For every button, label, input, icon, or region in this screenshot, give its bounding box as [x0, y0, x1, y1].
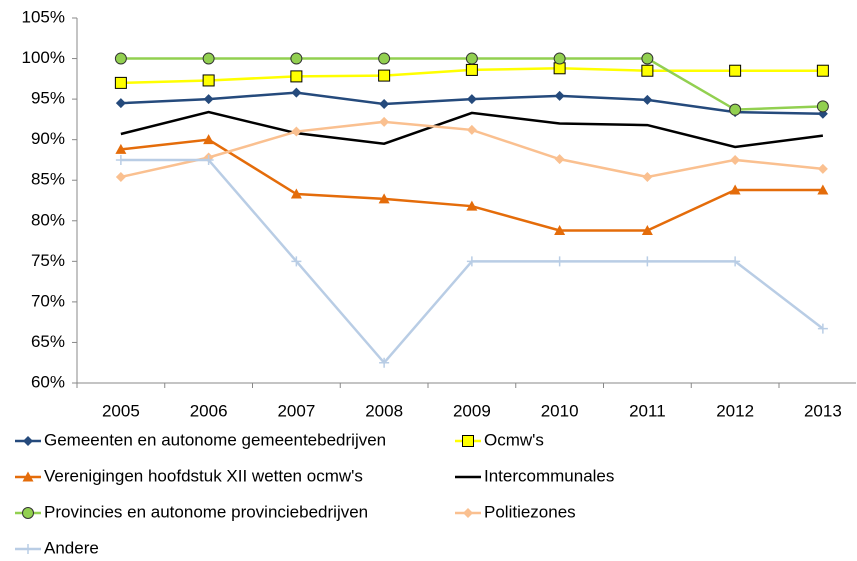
x-tick-label: 2009 [453, 401, 491, 420]
y-tick-label: 100% [22, 48, 65, 67]
marker [730, 154, 741, 165]
marker [466, 200, 478, 211]
marker [642, 171, 653, 182]
marker [816, 100, 829, 113]
marker [115, 98, 126, 109]
legend-label: Politiezones [484, 502, 576, 521]
marker [462, 435, 474, 447]
legend-label: Gemeenten en autonome gemeentebedrijven [44, 430, 386, 449]
marker [115, 171, 126, 182]
marker [641, 52, 654, 65]
marker [114, 52, 127, 65]
marker [379, 116, 390, 127]
x-tick-label: 2005 [102, 401, 140, 420]
marker [730, 256, 741, 267]
legend-label: Provincies en autonome provinciebedrijve… [44, 502, 368, 521]
marker [378, 69, 391, 82]
marker [202, 52, 215, 65]
marker [729, 64, 742, 77]
x-tick-label: 2007 [277, 401, 315, 420]
legend-label: Andere [44, 538, 99, 557]
marker [729, 103, 742, 116]
marker [23, 436, 33, 446]
legend-label: Ocmw's [484, 430, 544, 449]
marker [465, 52, 478, 65]
marker [554, 256, 565, 267]
marker [817, 163, 828, 174]
y-tick-label: 60% [31, 372, 65, 391]
y-tick-label: 70% [31, 291, 65, 310]
marker [290, 52, 303, 65]
marker [554, 225, 566, 236]
marker [466, 124, 477, 135]
y-tick-label: 85% [31, 170, 65, 189]
marker [115, 143, 127, 154]
marker [554, 154, 565, 165]
series-line [120, 110, 824, 149]
marker [817, 323, 828, 334]
legend-label: Intercommunales [484, 466, 614, 485]
marker [290, 188, 302, 199]
marker [203, 94, 214, 105]
marker [465, 63, 478, 76]
x-tick-label: 2013 [804, 401, 842, 420]
y-tick-label: 65% [31, 332, 65, 351]
marker [203, 154, 214, 165]
marker [378, 52, 391, 65]
marker [22, 471, 34, 482]
marker [22, 507, 34, 519]
marker [115, 154, 126, 165]
marker [378, 193, 390, 204]
marker [642, 94, 653, 105]
y-tick-label: 75% [31, 251, 65, 270]
marker [291, 126, 302, 137]
marker [291, 87, 302, 98]
x-tick-label: 2011 [629, 401, 666, 420]
marker [379, 98, 390, 109]
marker [290, 70, 303, 83]
marker [203, 134, 215, 145]
marker [816, 64, 829, 77]
legend-label: Verenigingen hoofdstuk XII wetten ocmw's [44, 466, 363, 485]
marker [817, 184, 829, 195]
x-tick-label: 2008 [365, 401, 403, 420]
marker [466, 256, 477, 267]
marker [202, 74, 215, 87]
x-tick-label: 2012 [716, 401, 754, 420]
y-tick-label: 95% [31, 89, 65, 108]
marker [641, 225, 653, 236]
marker [554, 90, 565, 101]
marker [114, 76, 127, 89]
marker [729, 184, 741, 195]
marker [379, 357, 390, 368]
y-tick-label: 90% [31, 129, 65, 148]
marker [553, 52, 566, 65]
marker [641, 64, 654, 77]
marker [23, 544, 33, 554]
y-tick-label: 105% [22, 7, 65, 26]
marker [463, 508, 473, 518]
marker [466, 94, 477, 105]
y-tick-label: 80% [31, 210, 65, 229]
x-tick-label: 2006 [190, 401, 228, 420]
marker [642, 256, 653, 267]
x-tick-label: 2010 [541, 401, 579, 420]
marker [291, 256, 302, 267]
